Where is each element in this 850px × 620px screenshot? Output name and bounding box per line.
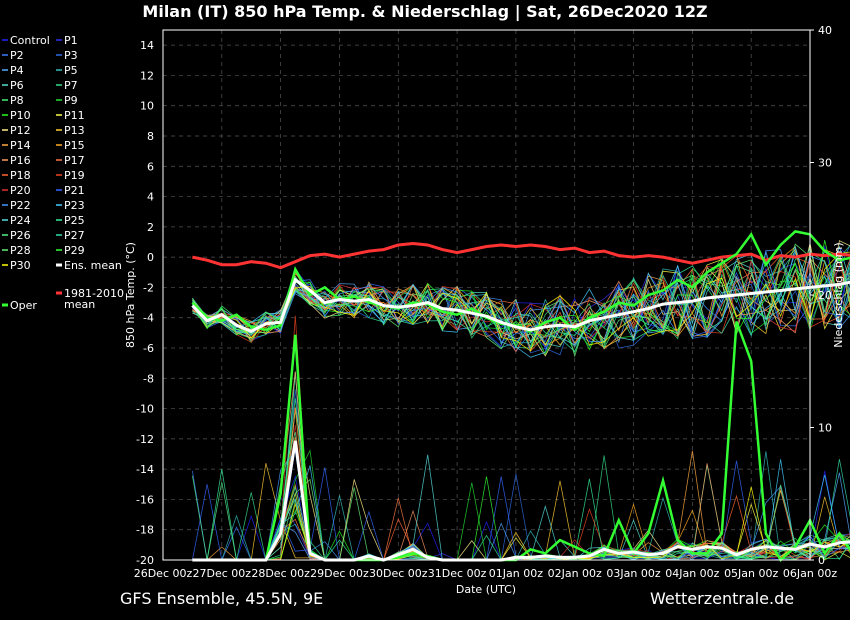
x-tick-label: 06Jan 00z	[783, 567, 837, 580]
legend-label: P30	[10, 259, 31, 272]
y-tick-label: 12	[140, 69, 154, 82]
legend-label: P4	[10, 64, 24, 77]
legend-label: Oper	[10, 299, 37, 312]
y-tick-label: -4	[143, 312, 154, 325]
legend-label: P21	[64, 184, 85, 197]
legend-label: P6	[10, 79, 24, 92]
y-tick-label: 4	[147, 191, 154, 204]
legend-label: P11	[64, 109, 85, 122]
legend-label: P29	[64, 244, 85, 257]
x-axis-label: Date (UTC)	[456, 583, 516, 596]
y2-tick-label: 20	[818, 289, 832, 302]
x-tick-label: 26Dec 00z	[134, 567, 193, 580]
source-label: GFS Ensemble, 45.5N, 9E	[120, 589, 324, 608]
legend-label: P26	[10, 229, 31, 242]
ens-mean-temp-line	[191, 277, 850, 333]
member-temp-line	[192, 246, 850, 350]
legend-label: P23	[64, 199, 85, 212]
legend-label: Ens. mean	[64, 259, 122, 272]
legend-label: P24	[10, 214, 31, 227]
x-tick-label: 29Dec 00z	[310, 567, 369, 580]
legend-label: P15	[64, 139, 85, 152]
legend-label: P16	[10, 154, 31, 167]
site-label: Wetterzentrale.de	[650, 589, 795, 608]
y-tick-label: -10	[136, 403, 154, 416]
y-tick-label: 8	[147, 130, 154, 143]
legend-label: P1	[64, 34, 78, 47]
x-tick-label: 03Jan 00z	[606, 567, 660, 580]
y-tick-label: 10	[140, 100, 154, 113]
member-precip-line	[192, 486, 850, 561]
x-tick-label: 31Dec 00z	[428, 567, 487, 580]
legend-label: P8	[10, 94, 24, 107]
y-tick-label: -2	[143, 281, 154, 294]
y2-tick-label: 0	[818, 554, 825, 567]
y-tick-label: 14	[140, 39, 154, 52]
x-tick-label: 27Dec 00z	[193, 567, 252, 580]
climate-mean-line	[192, 241, 850, 270]
legend-label: P27	[64, 229, 85, 242]
legend-label: P18	[10, 169, 31, 182]
y2-tick-label: 30	[818, 157, 832, 170]
x-tick-label: 05Jan 00z	[724, 567, 778, 580]
legend-label: P7	[64, 79, 78, 92]
y2-tick-label: 40	[818, 24, 832, 37]
y-tick-label: -12	[136, 433, 154, 446]
member-precip-line	[192, 451, 850, 561]
legend-label: P25	[64, 214, 85, 227]
legend-label: P14	[10, 139, 31, 152]
y-tick-label: -8	[143, 372, 154, 385]
y-axis-label: 850 hPa Temp. (°C)	[124, 242, 137, 348]
legend-label: Control	[10, 34, 50, 47]
y-tick-label: 2	[147, 221, 154, 234]
legend-label: P19	[64, 169, 85, 182]
legend-label: P10	[10, 109, 31, 122]
chart-legend: Control P1 P2 P3 P4 P5 P6 P7 P8 P9 P10 P11 P12 P13 P14…	[2, 34, 124, 312]
legend-label: P2	[10, 49, 24, 62]
ens-mean-precip-line	[192, 440, 850, 562]
member-temp-line	[192, 240, 850, 336]
y2-tick-label: 10	[818, 422, 832, 435]
y-tick-label: -16	[136, 493, 154, 506]
x-tick-label: 28Dec 00z	[251, 567, 310, 580]
y-tick-label: -20	[136, 554, 154, 567]
x-tick-label: 01Jan 00z	[489, 567, 543, 580]
legend-label: 1981-2010 mean	[64, 287, 124, 311]
x-tick-label: 30Dec 00z	[369, 567, 428, 580]
y-tick-label: -18	[136, 524, 154, 537]
legend-label: P12	[10, 124, 31, 137]
oper-precip-line	[192, 321, 850, 562]
chart-title: Milan (IT) 850 hPa Temp. & Niederschlag …	[142, 2, 708, 21]
legend-label: P20	[10, 184, 31, 197]
legend-label: P3	[64, 49, 78, 62]
legend-label: P17	[64, 154, 85, 167]
chart-series	[191, 230, 850, 562]
legend-label: P28	[10, 244, 31, 257]
legend-label: P22	[10, 199, 31, 212]
y-tick-label: -6	[143, 342, 154, 355]
y-tick-label: -14	[136, 463, 154, 476]
x-tick-label: 02Jan 00z	[548, 567, 602, 580]
y2-axis-label: Niederschlag (mm)	[832, 242, 845, 347]
x-tick-label: 04Jan 00z	[665, 567, 719, 580]
legend-label: P5	[64, 64, 78, 77]
legend-label: P13	[64, 124, 85, 137]
chart-axes: 14121086420-2-4-6-8-10-12-14-16-18-20403…	[134, 24, 838, 580]
member-temp-line	[192, 245, 850, 358]
y-tick-label: 0	[147, 251, 154, 264]
y-tick-label: 6	[147, 160, 154, 173]
legend-label: P9	[64, 94, 78, 107]
